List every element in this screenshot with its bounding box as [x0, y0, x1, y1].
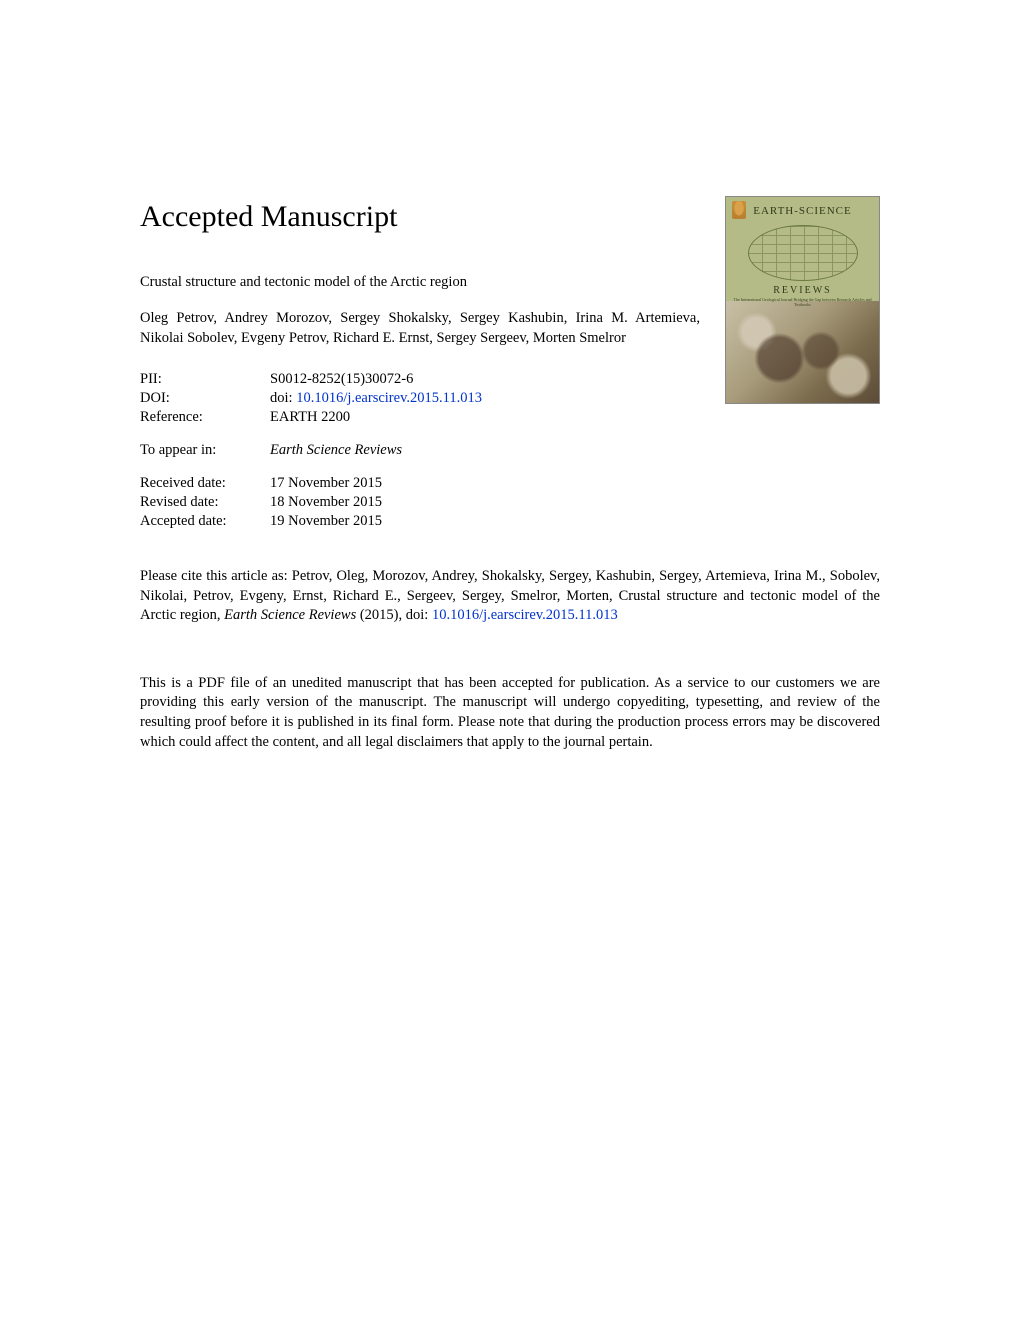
globe-icon: [748, 225, 858, 281]
appear-value: Earth Science Reviews: [270, 441, 402, 460]
metadata-table: PII: S0012-8252(15)30072-6 DOI: doi: 10.…: [140, 370, 482, 427]
doi-link[interactable]: 10.1016/j.earscirev.2015.11.013: [296, 390, 482, 406]
cover-reviews: REVIEWS: [726, 285, 879, 296]
citation-block: Please cite this article as: Petrov, Ole…: [140, 567, 880, 626]
doi-value: doi: 10.1016/j.earscirev.2015.11.013: [270, 389, 482, 408]
appear-table: To appear in: Earth Science Reviews: [140, 441, 402, 460]
article-title: Crustal structure and tectonic model of …: [140, 274, 680, 291]
table-row: Reference: EARTH 2200: [140, 408, 482, 427]
received-label: Received date:: [140, 474, 270, 493]
cover-top: EARTH-SCIENCE REVIEWS The International …: [726, 197, 879, 301]
reference-value: EARTH 2200: [270, 408, 482, 427]
received-value: 17 November 2015: [270, 474, 382, 493]
accepted-label: Accepted date:: [140, 512, 270, 531]
doi-prefix: doi:: [270, 390, 296, 406]
pii-label: PII:: [140, 370, 270, 389]
disclaimer-text: This is a PDF file of an unedited manusc…: [140, 674, 880, 752]
citation-year: (2015), doi:: [356, 607, 432, 623]
authors-list: Oleg Petrov, Andrey Morozov, Sergey Shok…: [140, 309, 700, 348]
doi-label: DOI:: [140, 389, 270, 408]
table-row: To appear in: Earth Science Reviews: [140, 441, 402, 460]
revised-value: 18 November 2015: [270, 493, 382, 512]
cover-subtitle: The International Geological Journal Bri…: [726, 297, 879, 307]
table-row: Received date: 17 November 2015: [140, 474, 382, 493]
journal-cover-thumbnail: EARTH-SCIENCE REVIEWS The International …: [725, 196, 880, 404]
revised-label: Revised date:: [140, 493, 270, 512]
table-row: Accepted date: 19 November 2015: [140, 512, 382, 531]
cover-photo: [726, 301, 879, 404]
cover-journal-name: EARTH-SCIENCE: [726, 205, 879, 217]
reference-label: Reference:: [140, 408, 270, 427]
table-row: PII: S0012-8252(15)30072-6: [140, 370, 482, 389]
table-row: DOI: doi: 10.1016/j.earscirev.2015.11.01…: [140, 389, 482, 408]
dates-table: Received date: 17 November 2015 Revised …: [140, 474, 382, 531]
table-row: Revised date: 18 November 2015: [140, 493, 382, 512]
pii-value: S0012-8252(15)30072-6: [270, 370, 482, 389]
citation-journal: Earth Science Reviews: [224, 607, 356, 623]
accepted-value: 19 November 2015: [270, 512, 382, 531]
appear-label: To appear in:: [140, 441, 270, 460]
citation-doi-link[interactable]: 10.1016/j.earscirev.2015.11.013: [432, 607, 618, 623]
